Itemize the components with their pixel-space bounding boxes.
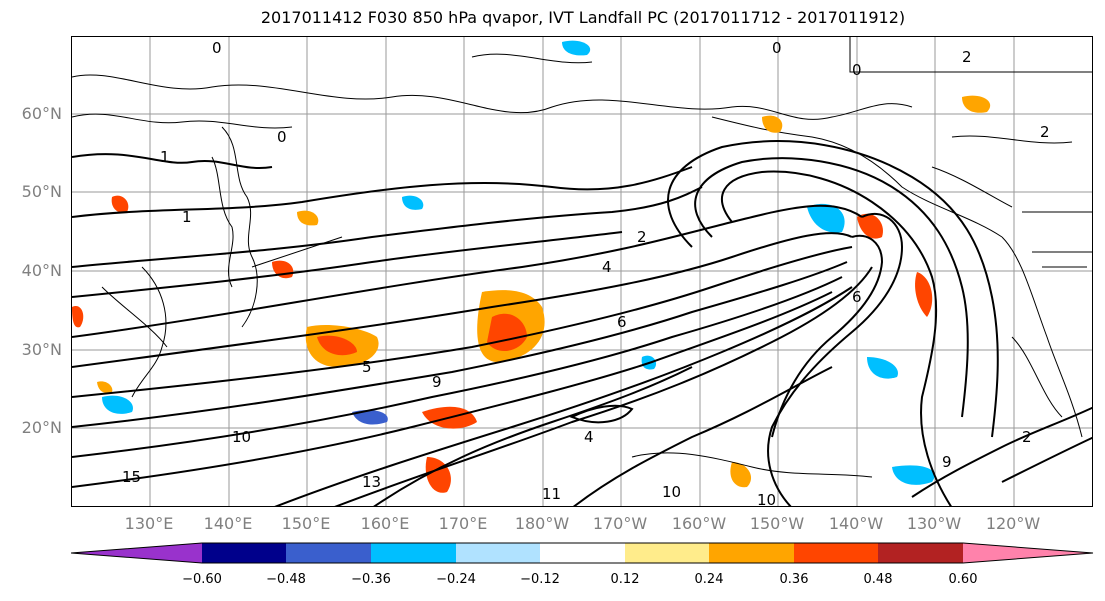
minor-contours	[72, 53, 1073, 478]
colorbar-tick: 0.36	[779, 572, 809, 587]
contour-label: 0	[852, 61, 862, 79]
contour-label: 2	[1022, 428, 1032, 446]
lon-label-150w: 150°W	[749, 514, 805, 533]
map-panel: 0 0 0 0 1 1 2 2 2 4 5 6 6 9 10 10 10 11 …	[71, 36, 1093, 507]
colorbar-segment	[71, 543, 202, 563]
lat-label-20n: 20°N	[21, 418, 62, 437]
lon-label-160e: 160°E	[360, 514, 410, 533]
lon-label-170e: 170°E	[438, 514, 488, 533]
contour-label: 2	[1040, 123, 1050, 141]
contour-label: 2	[962, 48, 972, 66]
coastlines	[72, 37, 1092, 438]
contour-label: 11	[542, 485, 561, 503]
colorbar-segment	[540, 543, 625, 563]
contour-label: 6	[852, 288, 862, 306]
lon-label-160w: 160°W	[671, 514, 727, 533]
colorbar-tick: −0.60	[182, 572, 222, 587]
colorbar-tick: −0.48	[266, 572, 306, 587]
colorbar-tick: −0.36	[351, 572, 391, 587]
colorbar-segment	[709, 543, 794, 563]
colorbar-segment	[878, 543, 963, 563]
colorbar-segment	[371, 543, 456, 563]
colorbar-segment	[456, 543, 540, 563]
colorbar-segment	[625, 543, 709, 563]
colorbar-segment	[286, 543, 371, 563]
lat-label-30n: 30°N	[21, 340, 62, 359]
plot-title: 2017011412 F030 850 hPa qvapor, IVT Land…	[260, 8, 906, 27]
contour-label: 10	[662, 483, 681, 501]
lon-label-120w: 120°W	[985, 514, 1041, 533]
colorbar-tick: −0.24	[436, 572, 476, 587]
anomaly-fills	[72, 40, 991, 493]
colorbar-tick: −0.12	[520, 572, 560, 587]
colorbar-tick: 0.12	[610, 572, 640, 587]
contour-label: 13	[362, 473, 381, 491]
colorbar-tick: 0.48	[863, 572, 893, 587]
colorbar-segments	[71, 542, 1094, 564]
lon-label-130w: 130°W	[906, 514, 962, 533]
contour-label: 9	[942, 453, 952, 471]
contour-label: 1	[160, 148, 170, 166]
contour-label: 15	[122, 468, 141, 486]
lon-label-140e: 140°E	[203, 514, 253, 533]
colorbar-segment	[794, 543, 878, 563]
contour-label: 1	[182, 208, 192, 226]
contour-label: 2	[637, 228, 647, 246]
lat-label-40n: 40°N	[21, 261, 62, 280]
colorbar	[71, 542, 1094, 564]
contour-label: 9	[432, 373, 442, 391]
colorbar-tick: 0.24	[694, 572, 724, 587]
contour-label: 4	[584, 428, 594, 446]
lon-label-170w: 170°W	[592, 514, 648, 533]
lat-label-50n: 50°N	[21, 182, 62, 201]
contour-label: 10	[232, 428, 251, 446]
contour-label: 5	[362, 358, 372, 376]
lat-label-60n: 60°N	[21, 104, 62, 123]
contour-label: 4	[602, 258, 612, 276]
contour-label: 0	[772, 39, 782, 57]
lon-label-180w: 180°W	[514, 514, 570, 533]
colorbar-outline	[71, 542, 1094, 564]
map-canvas: 0 0 0 0 1 1 2 2 2 4 5 6 6 9 10 10 10 11 …	[72, 37, 1092, 507]
contour-label: 6	[617, 313, 627, 331]
colorbar-segment	[963, 543, 1093, 563]
lon-label-130e: 130°E	[124, 514, 174, 533]
graticule	[72, 37, 1092, 506]
contour-label: 10	[757, 491, 776, 507]
ivt-contours	[72, 140, 1092, 506]
contour-label: 0	[212, 39, 222, 57]
colorbar-segment	[202, 543, 286, 563]
contour-labels: 0 0 0 0 1 1 2 2 2 4 5 6 6 9 10 10 10 11 …	[122, 39, 1050, 507]
colorbar-tick: 0.60	[948, 572, 978, 587]
lon-label-150e: 150°E	[281, 514, 331, 533]
lon-label-140w: 140°W	[828, 514, 884, 533]
contour-label: 0	[277, 128, 287, 146]
